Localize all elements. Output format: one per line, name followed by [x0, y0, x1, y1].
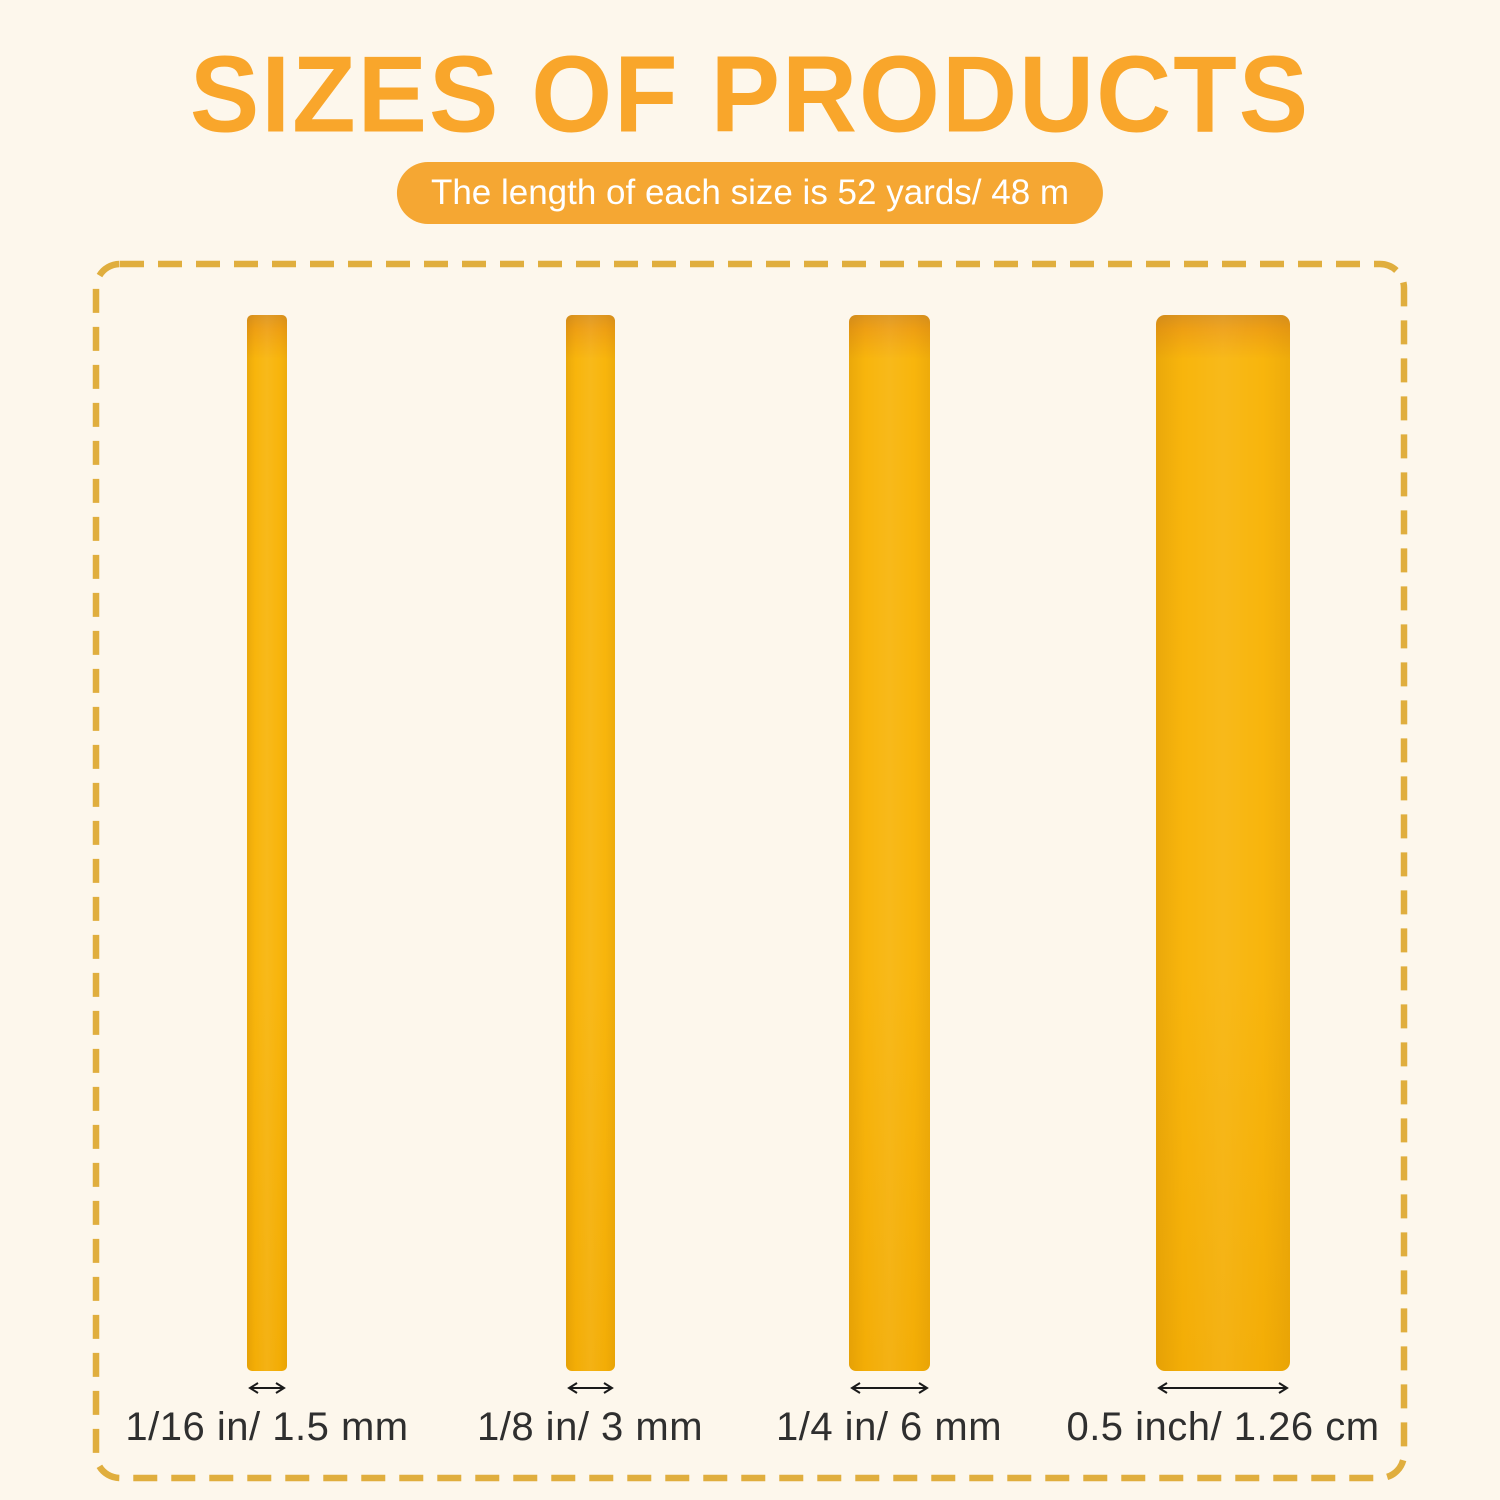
width-arrow-icon	[567, 1382, 614, 1394]
size-label: 1/16 in/ 1.5 mm	[125, 1405, 409, 1449]
tape-strip-0-5-inch	[1156, 315, 1290, 1371]
size-label: 1/4 in/ 6 mm	[775, 1405, 1003, 1449]
page-title: SIZES OF PRODUCTS	[189, 34, 1311, 156]
tape-strip-1-8-inch	[566, 315, 615, 1371]
width-arrow-icon	[1157, 1382, 1289, 1394]
size-label: 0.5 inch/ 1.26 cm	[1066, 1405, 1380, 1449]
size-label: 1/8 in/ 3 mm	[476, 1405, 704, 1449]
subtitle-pill: The length of each size is 52 yards/ 48 …	[396, 162, 1104, 224]
subtitle-text: The length of each size is 52 yards/ 48 …	[430, 173, 1070, 212]
width-arrow-icon	[850, 1382, 929, 1394]
width-arrow-icon	[248, 1382, 286, 1394]
tape-strip-1-16-inch	[247, 315, 287, 1371]
tape-strip-1-4-inch	[849, 315, 930, 1371]
dashed-border-box	[92, 260, 1408, 1482]
